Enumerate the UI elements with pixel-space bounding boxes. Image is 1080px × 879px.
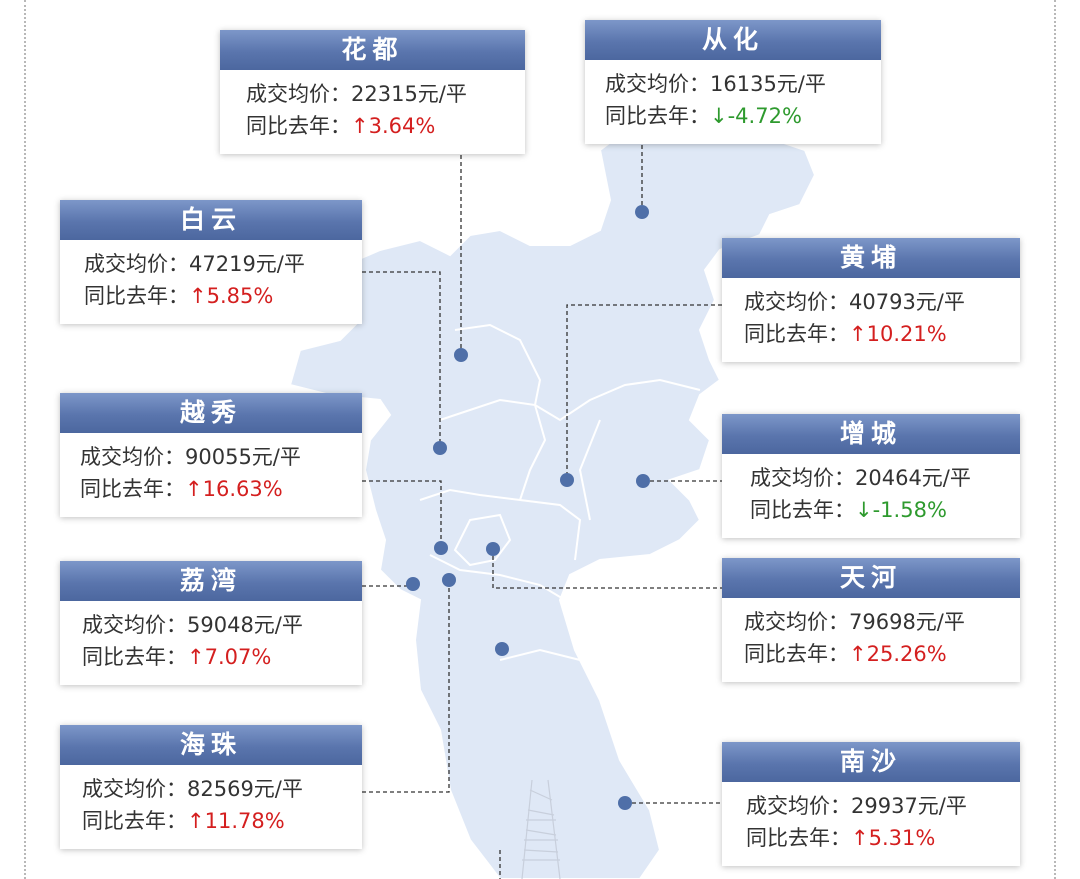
price-row: 成交均价：47219元/平	[84, 252, 305, 276]
card-nansha: 南沙 成交均价：29937元/平 同比去年：↑5.31%	[722, 742, 1020, 866]
yoy-value: 25.26%	[866, 642, 947, 666]
card-title: 黄埔	[722, 238, 1020, 278]
card-huadu: 花都 成交均价：22315元/平 同比去年：↑3.64%	[220, 30, 525, 154]
marker-nansha	[618, 796, 632, 810]
yoy-row: 同比去年：↑11.78%	[82, 809, 285, 833]
marker-huangpu	[560, 473, 574, 487]
yoy-arrow: ↑	[185, 477, 203, 501]
card-liwan: 荔湾 成交均价：59048元/平 同比去年：↑7.07%	[60, 561, 362, 685]
yoy-arrow: ↑	[849, 322, 867, 346]
marker-south	[495, 642, 509, 656]
card-title: 从化	[585, 20, 881, 60]
price-value: 20464元/平	[855, 466, 971, 490]
yoy-arrow: ↑	[187, 645, 205, 669]
leader-baiyun	[362, 271, 441, 448]
price-value: 29937元/平	[851, 794, 967, 818]
card-title: 白云	[60, 200, 362, 240]
yoy-row: 同比去年：↑3.64%	[246, 114, 436, 138]
yoy-row: 同比去年：↓-4.72%	[605, 104, 802, 128]
card-title: 花都	[220, 30, 525, 70]
marker-zengcheng	[636, 474, 650, 488]
dotted-border-left	[24, 0, 26, 879]
price-value: 79698元/平	[849, 610, 965, 634]
yoy-value: 7.07%	[204, 645, 272, 669]
yoy-value: 11.78%	[204, 809, 285, 833]
card-baiyun: 白云 成交均价：47219元/平 同比去年：↑5.85%	[60, 200, 362, 324]
yoy-arrow: ↓	[855, 498, 873, 522]
yoy-row: 同比去年：↑16.63%	[80, 477, 283, 501]
card-zengcheng: 增城 成交均价：20464元/平 同比去年：↓-1.58%	[722, 414, 1020, 538]
marker-baiyun	[433, 441, 447, 455]
price-row: 成交均价：90055元/平	[80, 445, 301, 469]
card-title: 越秀	[60, 393, 362, 433]
yoy-value: -1.58%	[872, 498, 947, 522]
card-title: 增城	[722, 414, 1020, 454]
price-row: 成交均价：82569元/平	[82, 777, 303, 801]
card-title: 海珠	[60, 725, 362, 765]
yoy-arrow: ↑	[189, 284, 207, 308]
price-row: 成交均价：16135元/平	[605, 72, 826, 96]
leader-huangpu	[566, 304, 722, 480]
yoy-arrow: ↑	[851, 826, 869, 850]
marker-liwan	[406, 577, 420, 591]
price-row: 成交均价：20464元/平	[750, 466, 971, 490]
district-boundaries	[419, 323, 701, 661]
card-title: 天河	[722, 558, 1020, 598]
price-value: 22315元/平	[351, 82, 467, 106]
yoy-value: -4.72%	[727, 104, 802, 128]
yoy-arrow: ↓	[710, 104, 728, 128]
price-row: 成交均价：40793元/平	[744, 290, 965, 314]
price-value: 59048元/平	[187, 613, 303, 637]
card-title: 荔湾	[60, 561, 362, 601]
marker-tianhe	[486, 542, 500, 556]
yoy-value: 5.31%	[868, 826, 936, 850]
yoy-value: 16.63%	[202, 477, 283, 501]
price-row: 成交均价：79698元/平	[744, 610, 965, 634]
yoy-row: 同比去年：↑25.26%	[744, 642, 947, 666]
marker-yuexiu	[434, 541, 448, 555]
leader-lines	[362, 145, 722, 879]
leader-yuexiu	[362, 480, 442, 548]
leader-tianhe	[492, 549, 722, 589]
card-yuexiu: 越秀 成交均价：90055元/平 同比去年：↑16.63%	[60, 393, 362, 517]
price-value: 16135元/平	[710, 72, 826, 96]
yoy-arrow: ↑	[351, 114, 369, 138]
yoy-row: 同比去年：↑7.07%	[82, 645, 272, 669]
card-haizhu: 海珠 成交均价：82569元/平 同比去年：↑11.78%	[60, 725, 362, 849]
marker-conghua	[635, 205, 649, 219]
card-tianhe: 天河 成交均价：79698元/平 同比去年：↑25.26%	[722, 558, 1020, 682]
canton-tower-icon	[521, 779, 561, 879]
price-row: 成交均价：59048元/平	[82, 613, 303, 637]
yoy-value: 5.85%	[206, 284, 274, 308]
price-row: 成交均价：29937元/平	[746, 794, 967, 818]
leader-haizhu	[362, 580, 450, 793]
price-value: 82569元/平	[187, 777, 303, 801]
yoy-row: 同比去年：↑5.31%	[746, 826, 936, 850]
yoy-row: 同比去年：↑10.21%	[744, 322, 947, 346]
card-title: 南沙	[722, 742, 1020, 782]
yoy-row: 同比去年：↑5.85%	[84, 284, 274, 308]
yoy-row: 同比去年：↓-1.58%	[750, 498, 947, 522]
card-conghua: 从化 成交均价：16135元/平 同比去年：↓-4.72%	[585, 20, 881, 144]
card-huangpu: 黄埔 成交均价：40793元/平 同比去年：↑10.21%	[722, 238, 1020, 362]
district-markers	[406, 205, 650, 810]
yoy-arrow: ↑	[187, 809, 205, 833]
price-value: 47219元/平	[189, 252, 305, 276]
marker-huadu	[454, 348, 468, 362]
price-value: 90055元/平	[185, 445, 301, 469]
yoy-value: 10.21%	[866, 322, 947, 346]
price-value: 40793元/平	[849, 290, 965, 314]
marker-haizhu	[442, 573, 456, 587]
yoy-arrow: ↑	[849, 642, 867, 666]
dotted-border-right	[1054, 0, 1056, 879]
yoy-value: 3.64%	[368, 114, 436, 138]
price-row: 成交均价：22315元/平	[246, 82, 467, 106]
